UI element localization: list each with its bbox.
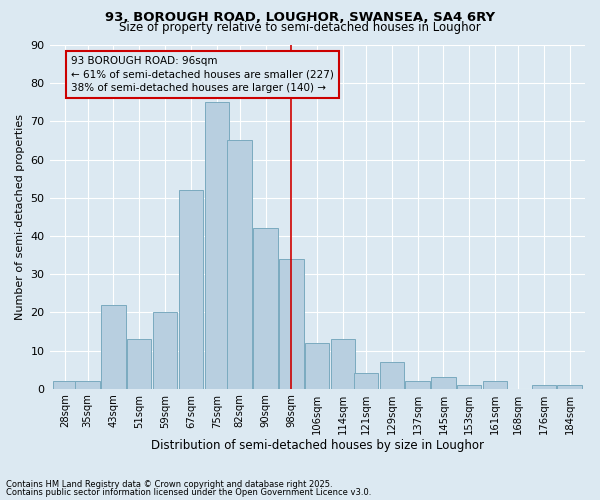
Bar bbox=[227, 140, 252, 388]
Bar bbox=[253, 228, 278, 388]
Text: Contains public sector information licensed under the Open Government Licence v3: Contains public sector information licen… bbox=[6, 488, 371, 497]
Text: 93, BOROUGH ROAD, LOUGHOR, SWANSEA, SA4 6RY: 93, BOROUGH ROAD, LOUGHOR, SWANSEA, SA4 … bbox=[105, 11, 495, 24]
Bar bbox=[279, 259, 304, 388]
Bar bbox=[101, 304, 125, 388]
Bar bbox=[532, 385, 556, 388]
Bar bbox=[406, 381, 430, 388]
Bar bbox=[179, 190, 203, 388]
Bar bbox=[153, 312, 178, 388]
Bar bbox=[557, 385, 582, 388]
Bar bbox=[53, 381, 77, 388]
Bar bbox=[380, 362, 404, 388]
Bar bbox=[205, 102, 229, 389]
Bar bbox=[305, 343, 329, 388]
Text: 93 BOROUGH ROAD: 96sqm
← 61% of semi-detached houses are smaller (227)
38% of se: 93 BOROUGH ROAD: 96sqm ← 61% of semi-det… bbox=[71, 56, 334, 93]
X-axis label: Distribution of semi-detached houses by size in Loughor: Distribution of semi-detached houses by … bbox=[151, 440, 484, 452]
Text: Contains HM Land Registry data © Crown copyright and database right 2025.: Contains HM Land Registry data © Crown c… bbox=[6, 480, 332, 489]
Bar bbox=[457, 385, 481, 388]
Bar bbox=[76, 381, 100, 388]
Y-axis label: Number of semi-detached properties: Number of semi-detached properties bbox=[15, 114, 25, 320]
Bar bbox=[431, 378, 455, 388]
Bar bbox=[483, 381, 508, 388]
Bar bbox=[127, 339, 151, 388]
Bar bbox=[353, 374, 378, 388]
Bar bbox=[331, 339, 355, 388]
Text: Size of property relative to semi-detached houses in Loughor: Size of property relative to semi-detach… bbox=[119, 22, 481, 35]
